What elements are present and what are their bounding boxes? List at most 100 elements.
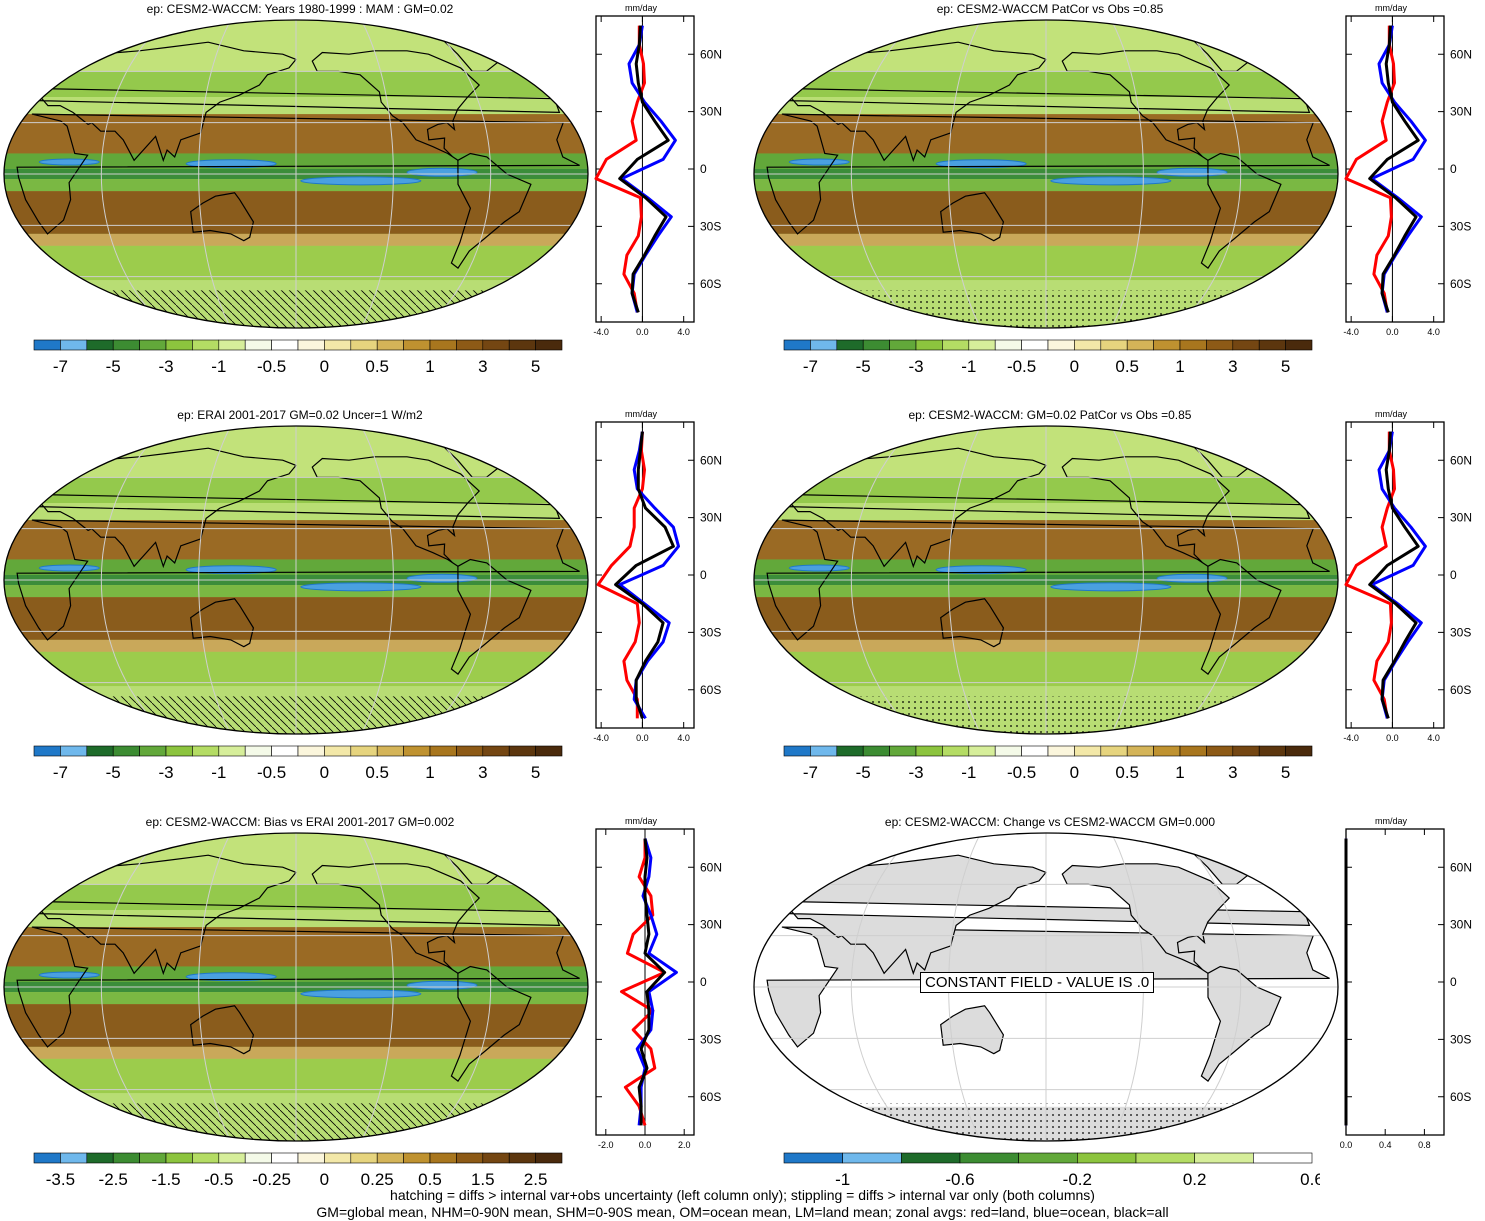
colorbar-label: 0.5 xyxy=(1115,763,1139,782)
colorbar: -7-5-3-1-0.500.51357 xyxy=(783,745,1313,782)
panel-title: ep: CESM2-WACCM: Years 1980-1999 : MAM :… xyxy=(146,2,454,16)
map-border xyxy=(3,832,589,1142)
itcz-streak xyxy=(185,565,277,575)
colorbar-label: -0.25 xyxy=(252,1170,291,1189)
x-tick-label: 0.0 xyxy=(636,733,649,743)
colorbar-swatch xyxy=(1179,745,1207,757)
lat-label: 30N xyxy=(1450,511,1472,525)
series-all xyxy=(1368,431,1420,719)
itcz-streak xyxy=(300,989,422,999)
colorbar-swatch xyxy=(810,339,838,351)
colorbar-swatch xyxy=(218,1152,246,1164)
colorbar-swatch xyxy=(324,1152,352,1164)
x-tick-label: -4.0 xyxy=(593,327,609,337)
gridline-lon xyxy=(100,426,166,734)
itcz-streak xyxy=(1156,167,1228,177)
series-all xyxy=(618,25,670,313)
colorbar-swatch xyxy=(1100,339,1128,351)
map-field xyxy=(4,20,588,328)
colorbar-swatch xyxy=(244,339,272,351)
map-plot xyxy=(753,19,1339,329)
colorbar-label: 1 xyxy=(1175,763,1184,782)
x-tick-label: 2.0 xyxy=(678,1140,691,1150)
colorbar-label: -7 xyxy=(53,357,68,376)
colorbar-swatch xyxy=(1258,339,1286,351)
colorbar-swatch xyxy=(482,1152,510,1164)
colorbar: -7-5-3-1-0.500.51357 xyxy=(33,745,563,782)
x-tick-label: 4.0 xyxy=(1427,327,1440,337)
colorbar-swatch xyxy=(942,339,970,351)
continent-outline xyxy=(766,519,1330,641)
zonal-frame xyxy=(1345,828,1445,1136)
colorbar-label: -7 xyxy=(803,357,818,376)
lat-label: 0 xyxy=(700,975,707,989)
zonal-units: mm/day xyxy=(625,409,658,419)
lat-label: 30N xyxy=(1450,105,1472,119)
lat-label: 60N xyxy=(1450,47,1472,61)
map-plot xyxy=(753,425,1339,735)
map-border xyxy=(3,425,589,735)
series-land xyxy=(594,25,646,313)
footer-note: hatching = diffs > internal var+obs unce… xyxy=(0,1187,1485,1221)
itcz-streak xyxy=(788,158,850,166)
lat-label: 60N xyxy=(700,860,722,874)
colorbar-swatch xyxy=(1232,745,1260,757)
continent-outline xyxy=(311,456,481,567)
x-tick-label: 0.0 xyxy=(1386,733,1399,743)
colorbar-swatch xyxy=(836,339,864,351)
lat-label: 0 xyxy=(700,162,707,176)
colorbar: -7-5-3-1-0.500.51357 xyxy=(783,339,1313,376)
colorbar-label: 5 xyxy=(1281,763,1290,782)
colorbar-swatch xyxy=(297,339,325,351)
colorbar-swatch xyxy=(862,339,890,351)
continent-outline xyxy=(1061,863,1231,974)
gridline-lon xyxy=(198,426,232,734)
colorbar-label: -3 xyxy=(908,763,923,782)
colorbar-label: 0.2 xyxy=(1183,1170,1207,1189)
colorbar-swatch xyxy=(535,339,563,351)
itcz-streak xyxy=(788,564,850,572)
colorbar-swatch xyxy=(112,339,140,351)
zonal-units: mm/day xyxy=(625,3,658,13)
lat-label: 30S xyxy=(1450,219,1471,233)
colorbar-swatch xyxy=(915,745,943,757)
colorbar-swatch xyxy=(324,339,352,351)
zonal-avg-plot: mm/day -4.0 0.0 4.0 60N 30N 0 30S 60S xyxy=(593,3,722,337)
colorbar-swatch xyxy=(1047,745,1075,757)
colorbar-swatch xyxy=(1021,745,1049,757)
itcz-streak xyxy=(406,573,478,583)
continent-outline xyxy=(450,558,532,675)
colorbar-label: 0 xyxy=(1070,357,1079,376)
colorbar-swatch xyxy=(1206,745,1234,757)
colorbar-swatch xyxy=(297,1152,325,1164)
gridline-lon xyxy=(1110,426,1144,734)
colorbar-label: -5 xyxy=(856,357,871,376)
colorbar-swatch xyxy=(1153,339,1181,351)
colorbar-swatch xyxy=(271,339,299,351)
itcz-streak xyxy=(300,582,422,592)
colorbar-label: -3 xyxy=(158,763,173,782)
lat-label: 60S xyxy=(700,1090,721,1104)
colorbar: -7-5-3-1-0.500.51357 xyxy=(33,339,563,376)
itcz-streak xyxy=(406,167,478,177)
x-tick-label: -2.0 xyxy=(598,1140,614,1150)
x-tick-label: -4.0 xyxy=(1343,327,1359,337)
lat-label: 60S xyxy=(700,683,721,697)
colorbar-swatch xyxy=(403,339,431,351)
continent-outline xyxy=(311,863,481,974)
itcz-streak xyxy=(38,564,100,572)
itcz-streak xyxy=(935,565,1027,575)
colorbar-swatch xyxy=(1074,339,1102,351)
colorbar-swatch xyxy=(244,1152,272,1164)
continent-outline xyxy=(766,113,1330,235)
gridline-lon xyxy=(360,426,394,734)
colorbar-label: 0.5 xyxy=(1115,357,1139,376)
colorbar-swatch xyxy=(1253,1152,1313,1164)
colorbar-swatch xyxy=(1047,339,1075,351)
colorbar-swatch xyxy=(1179,339,1207,351)
gridline-lon xyxy=(426,426,492,734)
colorbar-swatch xyxy=(456,745,484,757)
itcz-streak xyxy=(1156,573,1228,583)
gridline-lon xyxy=(850,833,916,1141)
colorbar-label: -0.5 xyxy=(257,357,286,376)
